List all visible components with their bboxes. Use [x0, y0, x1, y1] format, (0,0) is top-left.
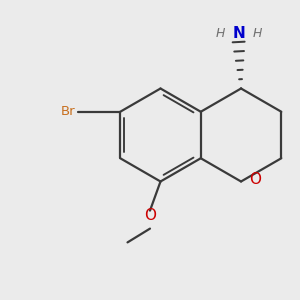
Text: N: N [232, 26, 245, 41]
Text: H: H [215, 27, 225, 40]
Text: Br: Br [61, 105, 75, 118]
Text: O: O [249, 172, 261, 188]
Text: H: H [253, 27, 262, 40]
Text: O: O [144, 208, 156, 224]
